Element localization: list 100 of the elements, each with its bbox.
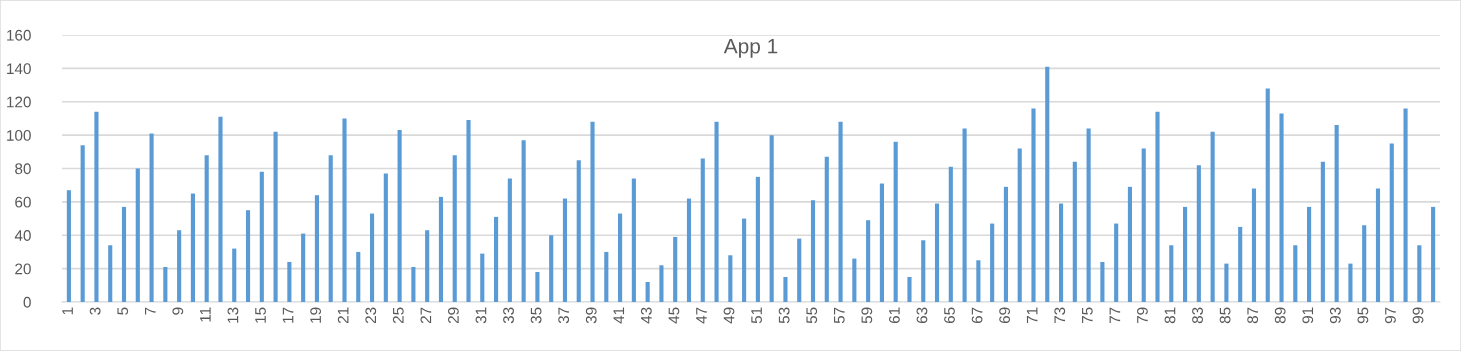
x-tick-label: 21 [337, 307, 349, 324]
bar [783, 276, 788, 302]
bar [1362, 225, 1367, 302]
bar [866, 220, 871, 302]
bar [466, 120, 471, 302]
bar [1031, 108, 1036, 302]
bar [232, 248, 237, 302]
bar [1375, 188, 1381, 302]
bar [452, 155, 457, 302]
x-tick-label: 71 [1026, 307, 1038, 324]
bar [1196, 165, 1201, 302]
x-tick-label: 5 [117, 307, 129, 315]
y-tick-label: 40 [14, 230, 31, 241]
bar [425, 230, 430, 302]
bar [135, 168, 140, 302]
x-tick-label: 13 [227, 307, 239, 323]
bar [824, 156, 829, 302]
bar [562, 198, 568, 302]
x-tick-label: 39 [585, 307, 597, 324]
bar [287, 261, 292, 302]
y-tick-label: 80 [15, 163, 31, 175]
bar [1403, 108, 1408, 302]
bar [1431, 206, 1436, 302]
bar [893, 141, 898, 302]
x-tick-label: 57 [834, 307, 845, 324]
bar [673, 236, 678, 302]
x-tick-label: 81 [1164, 307, 1176, 324]
x-tick-label: 59 [861, 307, 873, 324]
x-tick-label: 91 [1302, 307, 1314, 324]
bar [1003, 186, 1008, 302]
x-tick-label: 31 [475, 307, 487, 324]
bar [1017, 148, 1022, 302]
bar [755, 176, 760, 302]
chart-title: App 1 [723, 39, 778, 58]
bar [397, 130, 402, 302]
x-tick-label: 17 [282, 307, 294, 323]
bar [879, 183, 884, 302]
bar [1141, 148, 1146, 302]
x-tick-label: 27 [420, 307, 432, 324]
y-tick-label: 60 [15, 196, 31, 208]
bar [618, 213, 623, 302]
bar [342, 118, 347, 302]
bar [1183, 206, 1188, 302]
bar [742, 218, 747, 302]
bar [907, 276, 912, 302]
y-tick-label: 20 [15, 263, 31, 275]
bar [521, 140, 526, 302]
bar [1127, 186, 1133, 302]
x-tick-label: 87 [1247, 307, 1259, 324]
bar [990, 223, 995, 302]
bar [204, 155, 209, 302]
bar [535, 271, 540, 302]
bar [1072, 161, 1077, 302]
y-tick-label: 160 [7, 29, 31, 41]
bar [797, 238, 802, 302]
bar [1348, 263, 1353, 302]
x-tick-label: 69 [999, 307, 1011, 324]
bar [852, 258, 857, 302]
bar [549, 235, 554, 302]
bar [769, 135, 774, 302]
bar [177, 230, 182, 302]
bar [604, 251, 609, 302]
x-tick-label: 79 [1137, 307, 1148, 324]
bar [1169, 245, 1174, 302]
x-tick-label: 25 [392, 307, 404, 324]
bar [80, 145, 85, 302]
x-tick-label: 85 [1219, 307, 1231, 324]
x-tick-label: 51 [751, 307, 762, 324]
x-tick-label: 23 [365, 307, 377, 324]
bar [356, 251, 361, 302]
bar [1293, 245, 1298, 302]
x-tick-label: 43 [640, 307, 652, 324]
x-tick-label: 93 [1329, 307, 1341, 324]
bar [700, 158, 705, 302]
bar [1307, 206, 1312, 302]
y-tick-label: 120 [7, 96, 31, 108]
bar [1238, 226, 1243, 302]
x-tick-label: 67 [971, 307, 983, 324]
bar [301, 233, 306, 302]
bar [1210, 131, 1215, 302]
bar [962, 128, 967, 302]
bar [218, 116, 223, 302]
x-tick-label: 65 [944, 307, 955, 324]
bar [507, 178, 512, 302]
y-tick-label: 0 [23, 296, 31, 308]
bar [1058, 203, 1064, 302]
x-tick-label: 37 [558, 307, 570, 324]
bar [948, 166, 953, 302]
bar [1320, 161, 1325, 302]
bar [66, 190, 71, 302]
bar [810, 200, 816, 302]
bar [1224, 263, 1229, 302]
bar [121, 206, 127, 302]
bar [686, 198, 692, 302]
bar [1279, 113, 1284, 302]
y-tick-label: 100 [7, 129, 31, 141]
bar [631, 178, 636, 302]
x-tick-label: 45 [668, 307, 680, 324]
bar [163, 266, 168, 302]
bar [645, 281, 650, 302]
